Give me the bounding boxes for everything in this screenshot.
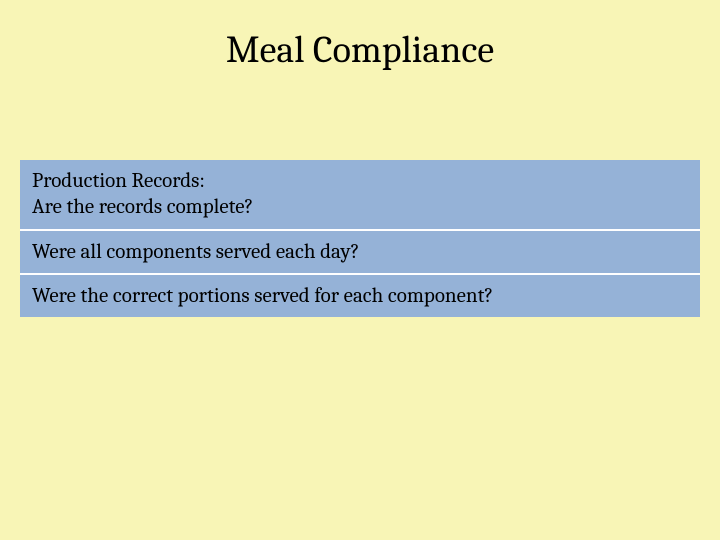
row-text: Were all components served each day? bbox=[32, 239, 688, 265]
slide: Meal Compliance Production Records:Are t… bbox=[0, 0, 720, 540]
slide-title: Meal Compliance bbox=[0, 28, 720, 72]
row-text: Were the correct portions served for eac… bbox=[32, 283, 688, 309]
table-row: Were all components served each day? bbox=[20, 231, 700, 275]
table-row: Production Records:Are the records compl… bbox=[20, 160, 700, 231]
row-text: Production Records:Are the records compl… bbox=[32, 168, 688, 221]
table-row: Were the correct portions served for eac… bbox=[20, 275, 700, 317]
content-table: Production Records:Are the records compl… bbox=[20, 160, 700, 317]
